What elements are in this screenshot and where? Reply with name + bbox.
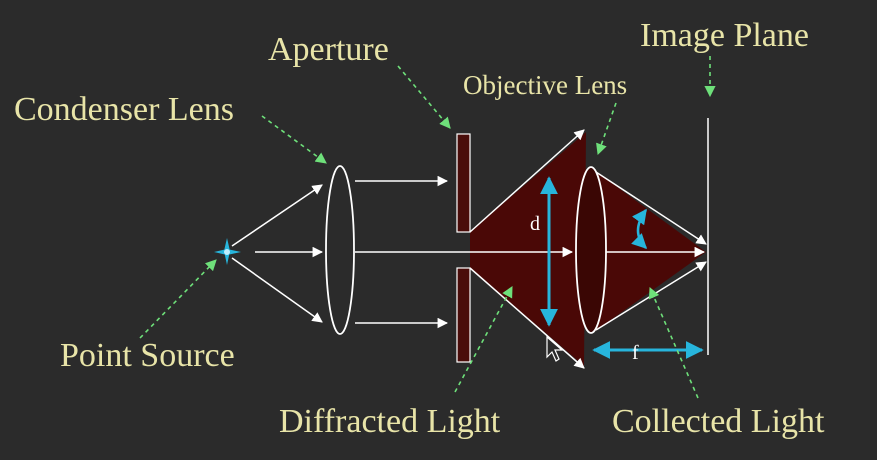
aperture-plate-upper [456, 133, 471, 233]
label-condenser-lens: Condenser Lens [14, 91, 235, 128]
label-focal-length: f [632, 342, 639, 364]
label-objective-lens: Objective Lens [463, 70, 628, 100]
source-rays [231, 184, 324, 323]
pointer-objective [596, 102, 617, 156]
cone-rays [469, 129, 707, 369]
aperture-plate-lower [456, 267, 471, 363]
parallel-rays [355, 175, 574, 329]
pointer-condenser [261, 115, 327, 164]
label-collected-light: Collected Light [612, 403, 825, 440]
pointer-diffracted [454, 286, 513, 393]
label-diameter: d [530, 213, 540, 235]
pointer-collected [648, 286, 699, 399]
point-source-star [214, 238, 241, 265]
label-diffracted-light: Diffracted Light [279, 403, 501, 440]
objective-lens [575, 166, 607, 334]
label-aperture: Aperture [268, 31, 389, 68]
condenser-lens [325, 165, 355, 335]
label-point-source: Point Source [60, 337, 235, 374]
label-image-plane: Image Plane [640, 17, 809, 54]
pointer-point-source [139, 259, 217, 339]
diffracted-light-cone [470, 132, 586, 366]
pointer-aperture [397, 65, 451, 129]
angle-arc [631, 208, 648, 250]
mouse-cursor-icon [546, 335, 564, 362]
collected-light-cone [594, 170, 706, 332]
